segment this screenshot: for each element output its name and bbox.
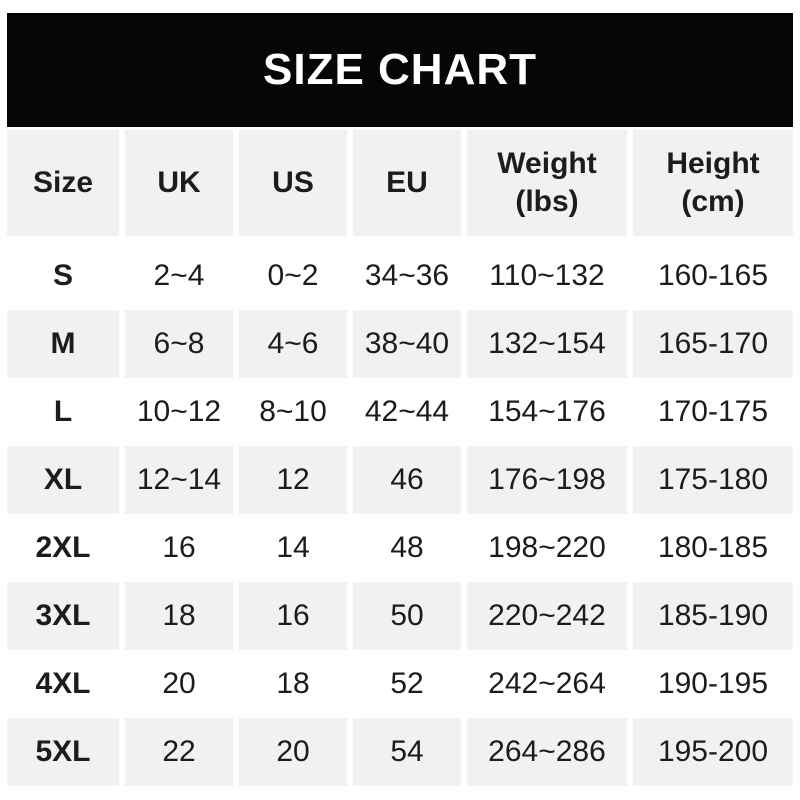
cell-us: 14	[239, 514, 347, 582]
header-cell-eu: EU	[353, 130, 461, 236]
cell-height: 170-175	[633, 378, 793, 446]
cell-weight: 176~198	[467, 446, 627, 514]
cell-eu: 54	[353, 718, 461, 786]
cell-uk: 22	[125, 718, 233, 786]
header-label: Size	[32, 166, 94, 199]
cell-height: 180-185	[633, 514, 793, 582]
header-cell-uk: UK	[125, 130, 233, 236]
header-cell-weight: Weight (lbs)	[467, 130, 627, 236]
cell-us: 18	[239, 650, 347, 718]
cell-height: 195-200	[633, 718, 793, 786]
cell-weight: 264~286	[467, 718, 627, 786]
cell-eu: 34~36	[353, 242, 461, 310]
cell-size: 4XL	[7, 650, 119, 718]
header-label: EU	[386, 166, 428, 199]
cell-height: 185-190	[633, 582, 793, 650]
cell-uk: 16	[125, 514, 233, 582]
table-row-3xl: 3XL 18 16 50 220~242 185-190	[7, 582, 793, 650]
cell-eu: 42~44	[353, 378, 461, 446]
cell-eu: 52	[353, 650, 461, 718]
header-cell-us: US	[239, 130, 347, 236]
header-cell-size: Size	[7, 130, 119, 236]
cell-weight: 220~242	[467, 582, 627, 650]
cell-size: M	[7, 310, 119, 378]
cell-us: 4~6	[239, 310, 347, 378]
cell-us: 20	[239, 718, 347, 786]
cell-us: 16	[239, 582, 347, 650]
cell-size: 2XL	[7, 514, 119, 582]
table-row-4xl: 4XL 20 18 52 242~264 190-195	[7, 650, 793, 718]
table-header-row: Size UK US EU Weight (lbs) Height (cm)	[7, 130, 793, 236]
table-row-2xl: 2XL 16 14 48 198~220 180-185	[7, 514, 793, 582]
table-row-5xl: 5XL 22 20 54 264~286 195-200	[7, 718, 793, 786]
header-cell-height: Height (cm)	[633, 130, 793, 236]
cell-uk: 20	[125, 650, 233, 718]
cell-size: 3XL	[7, 582, 119, 650]
cell-size: S	[7, 242, 119, 310]
cell-eu: 46	[353, 446, 461, 514]
cell-size: L	[7, 378, 119, 446]
header-label-sub: (cm)	[681, 185, 745, 218]
cell-us: 8~10	[239, 378, 347, 446]
header-label: Height	[666, 147, 760, 180]
cell-weight: 132~154	[467, 310, 627, 378]
cell-uk: 2~4	[125, 242, 233, 310]
table-row-s: S 2~4 0~2 34~36 110~132 160-165	[7, 242, 793, 310]
cell-uk: 18	[125, 582, 233, 650]
cell-us: 12	[239, 446, 347, 514]
cell-weight: 198~220	[467, 514, 627, 582]
cell-height: 165-170	[633, 310, 793, 378]
cell-weight: 154~176	[467, 378, 627, 446]
cell-uk: 12~14	[125, 446, 233, 514]
cell-height: 175-180	[633, 446, 793, 514]
cell-eu: 50	[353, 582, 461, 650]
header-label-sub: (lbs)	[515, 185, 579, 218]
cell-height: 160-165	[633, 242, 793, 310]
cell-size: 5XL	[7, 718, 119, 786]
cell-weight: 110~132	[467, 242, 627, 310]
table-row-xl: XL 12~14 12 46 176~198 175-180	[7, 446, 793, 514]
cell-size: XL	[7, 446, 119, 514]
header-label: Weight	[497, 147, 597, 180]
table-row-l: L 10~12 8~10 42~44 154~176 170-175	[7, 378, 793, 446]
cell-us: 0~2	[239, 242, 347, 310]
cell-height: 190-195	[633, 650, 793, 718]
table-row-m: M 6~8 4~6 38~40 132~154 165-170	[7, 310, 793, 378]
cell-eu: 48	[353, 514, 461, 582]
cell-uk: 10~12	[125, 378, 233, 446]
cell-uk: 6~8	[125, 310, 233, 378]
header-label: US	[272, 166, 314, 199]
cell-eu: 38~40	[353, 310, 461, 378]
cell-weight: 242~264	[467, 650, 627, 718]
header-label: UK	[157, 166, 201, 199]
page-title: SIZE CHART	[263, 45, 537, 94]
size-chart-table: Size UK US EU Weight (lbs) Height (cm) S 2…	[7, 130, 793, 786]
size-chart-banner: SIZE CHART	[7, 13, 793, 127]
